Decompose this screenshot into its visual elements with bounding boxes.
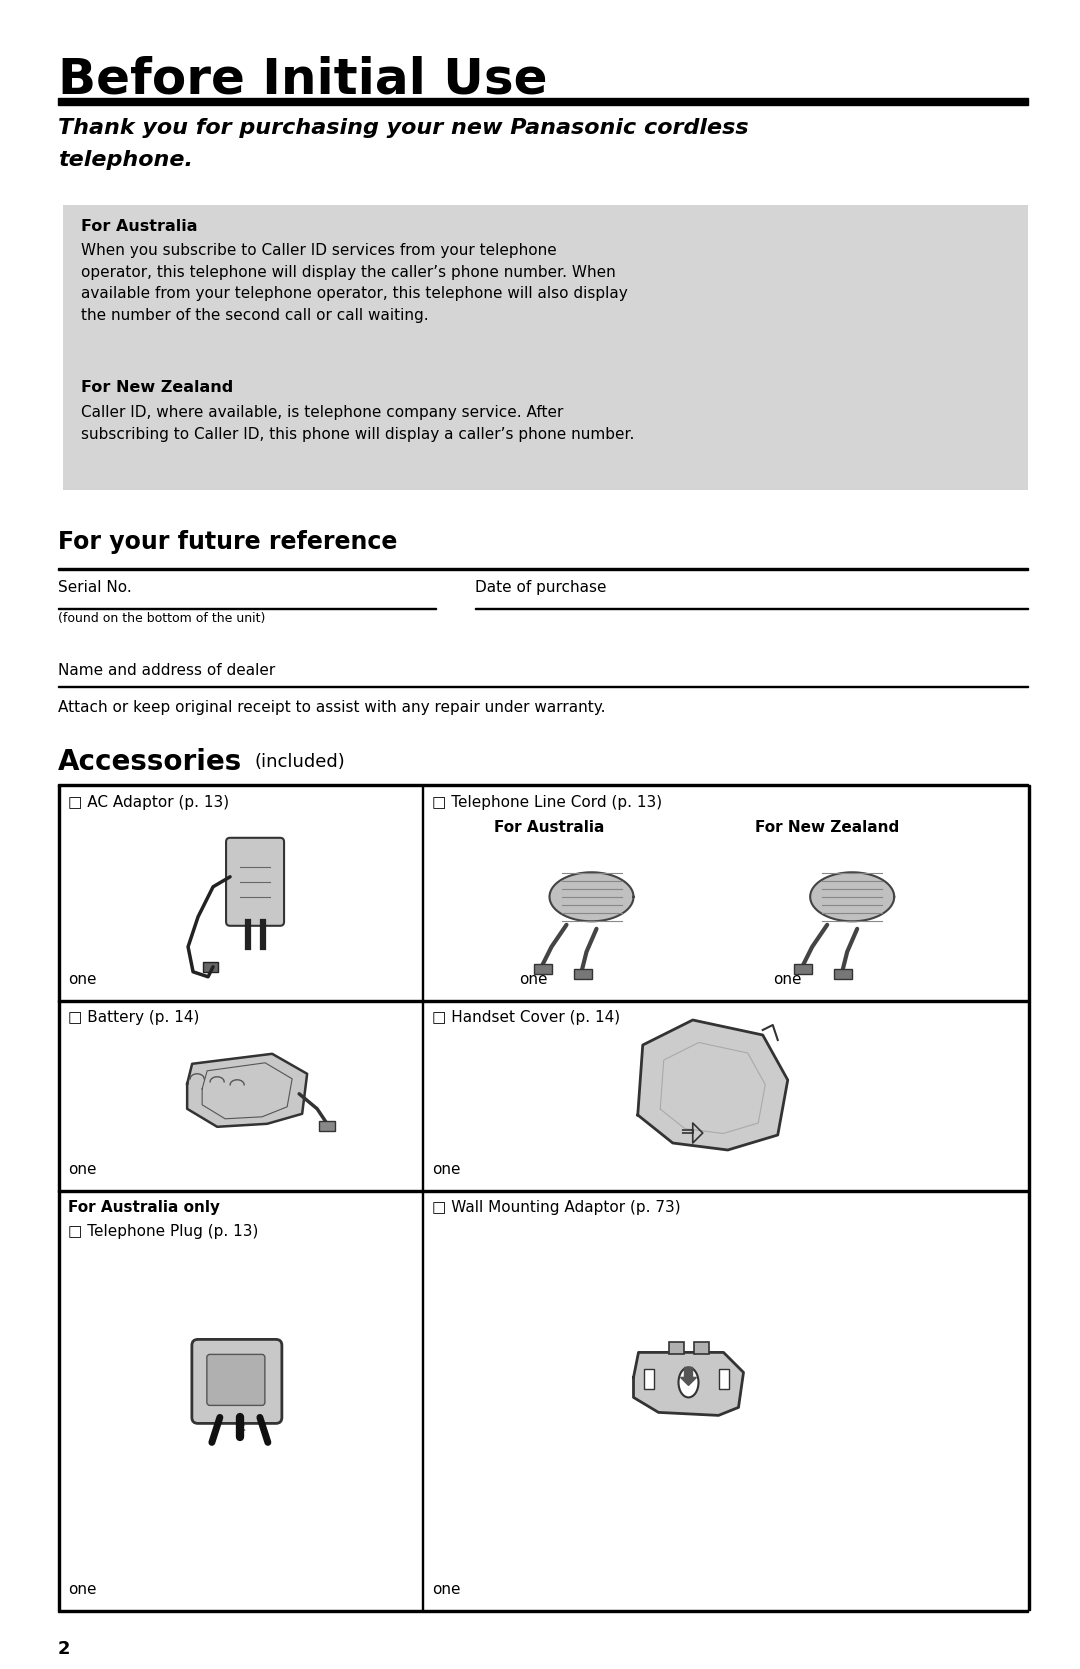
Bar — [718, 1369, 729, 1389]
Text: Serial No.: Serial No. — [58, 581, 132, 596]
Bar — [63, 205, 1028, 491]
Text: For Australia: For Australia — [81, 219, 198, 234]
Text: telephone.: telephone. — [58, 150, 193, 170]
Text: □ Telephone Line Cord (p. 13): □ Telephone Line Cord (p. 13) — [432, 794, 662, 809]
Text: For New Zealand: For New Zealand — [755, 819, 900, 834]
Text: □ Handset Cover (p. 14): □ Handset Cover (p. 14) — [432, 1010, 620, 1025]
Text: For Australia: For Australia — [495, 819, 605, 834]
Text: For your future reference: For your future reference — [58, 531, 397, 554]
Text: Accessories: Accessories — [58, 748, 242, 776]
Text: one: one — [773, 971, 801, 986]
Bar — [58, 98, 1028, 105]
Text: □ Battery (p. 14): □ Battery (p. 14) — [68, 1010, 200, 1025]
Bar — [58, 784, 59, 1611]
Text: When you subscribe to Caller ID services from your telephone
operator, this tele: When you subscribe to Caller ID services… — [81, 244, 627, 322]
Bar — [693, 1342, 708, 1355]
Text: For Australia only: For Australia only — [68, 1200, 220, 1215]
FancyBboxPatch shape — [226, 838, 284, 926]
Text: □ AC Adaptor (p. 13): □ AC Adaptor (p. 13) — [68, 794, 229, 809]
Text: one: one — [68, 971, 96, 986]
Text: (found on the bottom of the unit): (found on the bottom of the unit) — [58, 613, 266, 624]
Text: 2: 2 — [58, 1641, 70, 1657]
Bar — [203, 961, 218, 971]
Polygon shape — [810, 873, 894, 921]
Bar — [573, 968, 592, 978]
Polygon shape — [638, 1020, 787, 1150]
Polygon shape — [634, 1352, 743, 1415]
Ellipse shape — [678, 1367, 699, 1397]
Bar — [644, 1369, 653, 1389]
Text: Attach or keep original receipt to assist with any repair under warranty.: Attach or keep original receipt to assis… — [58, 699, 606, 714]
Text: (included): (included) — [254, 753, 345, 771]
Polygon shape — [680, 1367, 697, 1385]
FancyBboxPatch shape — [207, 1355, 265, 1405]
Bar — [422, 784, 423, 1611]
Text: For New Zealand: For New Zealand — [81, 381, 233, 396]
Bar — [669, 1342, 684, 1355]
Text: one: one — [68, 1162, 96, 1177]
Bar — [834, 968, 852, 978]
Bar — [534, 963, 552, 973]
Text: Thank you for purchasing your new Panasonic cordless: Thank you for purchasing your new Panaso… — [58, 118, 748, 139]
Polygon shape — [550, 873, 634, 921]
Text: Date of purchase: Date of purchase — [475, 581, 607, 596]
Text: □ Wall Mounting Adaptor (p. 73): □ Wall Mounting Adaptor (p. 73) — [432, 1200, 680, 1215]
Bar — [1028, 784, 1029, 1611]
Text: one: one — [68, 1582, 96, 1597]
Text: Before Initial Use: Before Initial Use — [58, 55, 548, 103]
Text: Caller ID, where available, is telephone company service. After
subscribing to C: Caller ID, where available, is telephone… — [81, 406, 634, 442]
Text: one: one — [432, 1162, 460, 1177]
Polygon shape — [187, 1053, 307, 1127]
Text: Name and address of dealer: Name and address of dealer — [58, 663, 275, 678]
Text: one: one — [432, 1582, 460, 1597]
Text: □ Telephone Plug (p. 13): □ Telephone Plug (p. 13) — [68, 1223, 258, 1238]
FancyBboxPatch shape — [192, 1340, 282, 1424]
Bar — [794, 963, 812, 973]
Bar — [320, 1122, 335, 1132]
Text: one: one — [518, 971, 548, 986]
